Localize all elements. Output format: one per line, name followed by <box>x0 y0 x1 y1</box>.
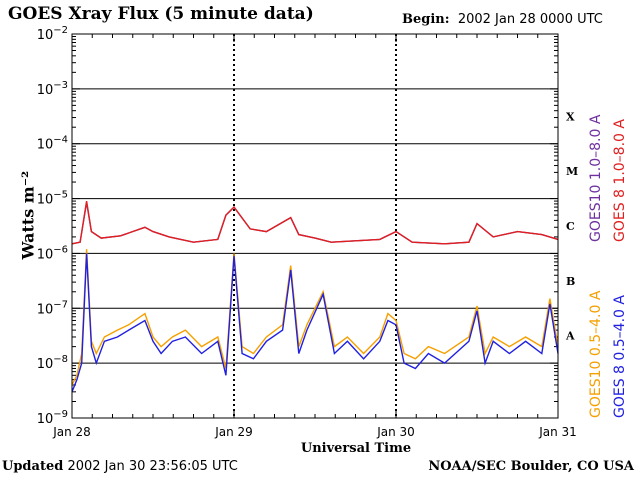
begin-value: 2002 Jan 28 0000 UTC <box>457 12 603 27</box>
begin-label: Begin: <box>402 12 450 27</box>
updated-value: 2002 Jan 30 23:56:05 UTC <box>67 459 238 474</box>
y-tick-label: 10−3 <box>37 80 68 98</box>
legend-goes10-short: GOES10 0.5–4.0 A <box>588 290 604 418</box>
y-tick-label: 10−8 <box>37 354 68 372</box>
x-tick-label: Jan 31 <box>538 425 577 439</box>
series-line <box>71 200 559 245</box>
y-tick-label: 10−4 <box>37 135 68 153</box>
x-tick-label: Jan 30 <box>376 425 415 439</box>
legend-goes10-long: GOES10 1.0–8.0 A <box>588 114 604 242</box>
legend-goes8-long: GOES 8 1.0–8.0 A <box>612 119 628 242</box>
y-axis-label: Watts m⁻² <box>18 170 38 260</box>
y-tick-label: 10−2 <box>37 25 68 43</box>
y-tick-label: 10−7 <box>37 299 68 317</box>
x-tick-label: Jan 28 <box>52 425 91 439</box>
flare-class-label: A <box>565 330 575 343</box>
plot-frame <box>71 33 559 419</box>
y-tick-label: 10−9 <box>37 409 68 427</box>
flare-class-label: X <box>566 110 575 123</box>
series-line <box>71 249 559 386</box>
updated-time: Updated 2002 Jan 30 23:56:05 UTC <box>2 459 238 474</box>
flare-class-label: C <box>566 220 575 233</box>
chart-title: GOES Xray Flux (5 minute data) <box>8 4 314 24</box>
flare-class-label: B <box>566 275 575 288</box>
y-tick-label: 10−5 <box>37 190 68 208</box>
updated-label: Updated <box>2 459 64 474</box>
legend-goes8-short: GOES 8 0.5–4.0 A <box>612 295 628 418</box>
x-tick-label: Jan 29 <box>214 425 253 439</box>
organization: NOAA/SEC Boulder, CO USA <box>428 459 634 474</box>
y-tick-label: 10−6 <box>37 244 68 262</box>
x-axis-label: Universal Time <box>300 441 412 456</box>
series-line <box>71 253 559 393</box>
flare-class-label: M <box>566 165 578 178</box>
begin-time: Begin: 2002 Jan 28 0000 UTC <box>402 12 603 27</box>
